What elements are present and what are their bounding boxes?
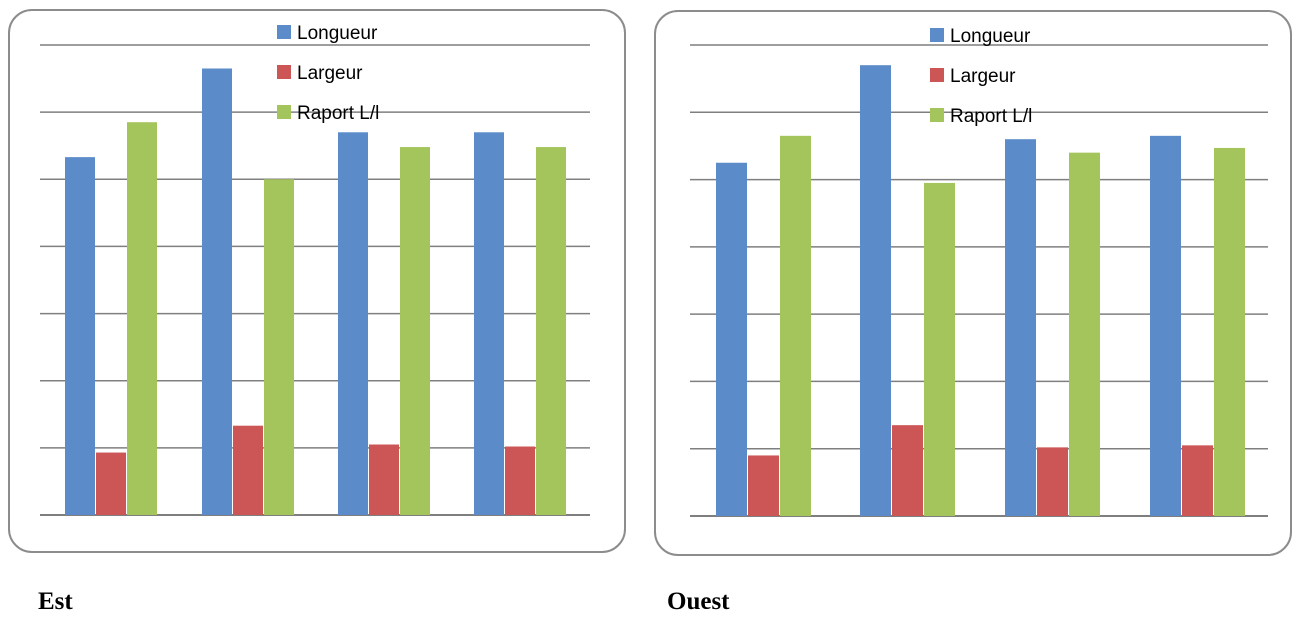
bar-rapport <box>127 122 157 515</box>
caption-ouest: Ouest <box>667 588 730 615</box>
legend-swatch-rapport <box>930 108 944 122</box>
bar-longueur <box>1005 139 1036 516</box>
bar-longueur <box>474 132 504 516</box>
bar-largeur <box>505 446 535 515</box>
legend-label-longueur: Longueur <box>950 26 1031 47</box>
bar-largeur <box>748 455 779 516</box>
bar-longueur <box>860 65 891 516</box>
legend-label-longueur: Longueur <box>297 23 378 44</box>
bar-rapport <box>400 147 430 516</box>
bar-rapport <box>264 179 294 516</box>
bar-rapport <box>924 182 955 516</box>
bar-largeur <box>233 425 263 515</box>
legend-swatch-longueur <box>930 28 944 42</box>
bar-largeur <box>1182 445 1213 516</box>
bar-longueur <box>65 157 95 515</box>
bar-largeur <box>1037 447 1068 516</box>
bar-longueur <box>338 132 368 516</box>
bar-rapport <box>780 135 811 517</box>
bar-rapport <box>1069 152 1100 516</box>
legend-swatch-rapport <box>277 105 291 119</box>
legend-label-rapport: Raport L/l <box>297 103 379 124</box>
legend-label-largeur: Largeur <box>950 66 1016 87</box>
bar-longueur <box>1150 135 1181 517</box>
bar-rapport <box>1214 147 1245 516</box>
legend-label-largeur: Largeur <box>297 63 363 84</box>
legend-label-rapport: Raport L/l <box>950 106 1032 127</box>
legend-swatch-longueur <box>277 25 291 39</box>
chart-ouest: Longueur Largeur Raport L/l <box>690 26 1268 517</box>
chart-est: Longueur Largeur Raport L/l <box>40 23 590 516</box>
legend-swatch-largeur <box>930 68 944 82</box>
bar-longueur <box>202 68 232 515</box>
legend-swatch-largeur <box>277 65 291 79</box>
bar-largeur <box>369 444 399 515</box>
bar-rapport <box>536 147 566 516</box>
bar-longueur <box>716 162 747 516</box>
bar-largeur <box>892 425 923 516</box>
bar-largeur <box>96 452 126 515</box>
caption-est: Est <box>38 588 73 615</box>
